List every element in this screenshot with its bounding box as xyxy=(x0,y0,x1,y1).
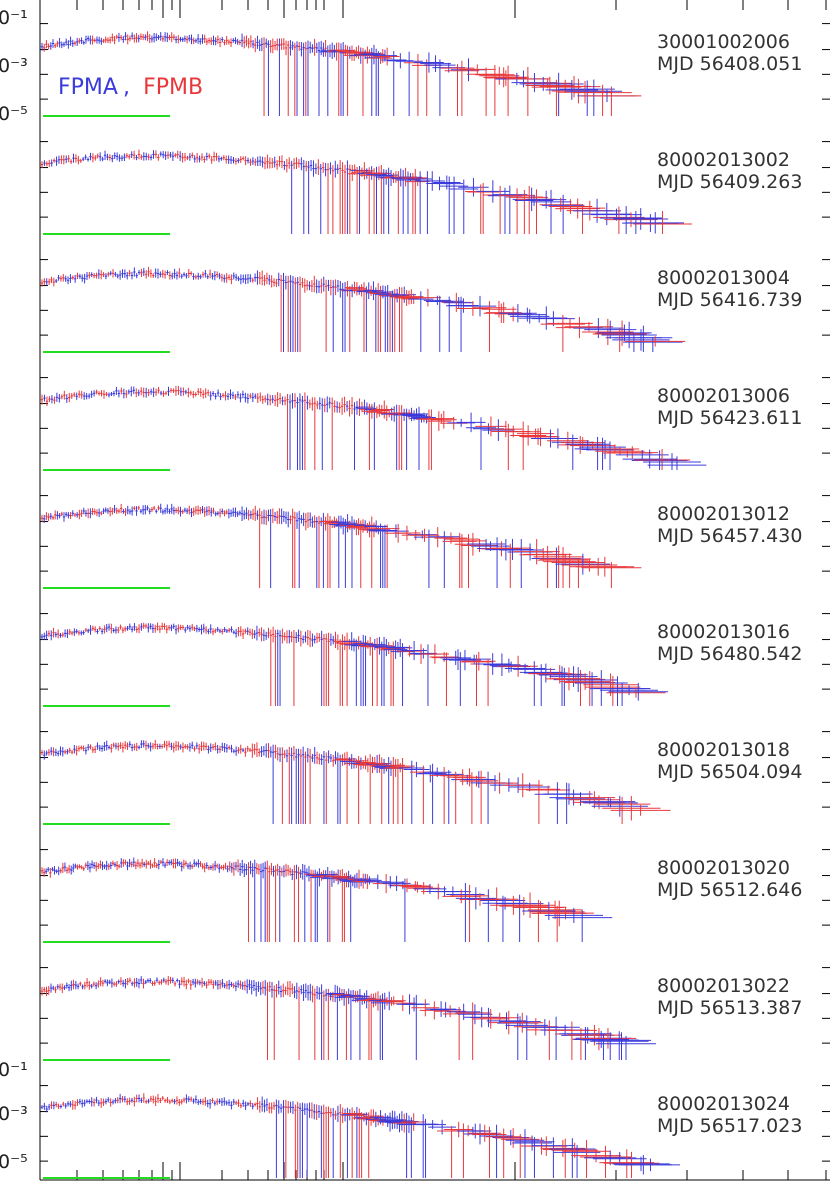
panel-obsid-label-3: 80002013004 xyxy=(657,267,790,289)
panel-8 xyxy=(40,857,613,942)
panel-1 xyxy=(40,31,642,116)
data-points-group xyxy=(40,31,707,1178)
panel-2 xyxy=(40,149,692,234)
panel-obsid-label-1: 30001002006 xyxy=(657,31,790,53)
panel-mjd-label-4: MJD 56423.611 xyxy=(657,407,802,429)
green-band-group xyxy=(43,115,170,1179)
panel-mjd-label-6: MJD 56480.542 xyxy=(657,643,802,665)
panel-mjd-label-2: MJD 56409.263 xyxy=(657,171,802,193)
panel-mjd-label-3: MJD 56416.739 xyxy=(657,289,802,311)
legend-entry-fpmb: FPMB xyxy=(143,75,203,100)
panel-mjd-label-9: MJD 56513.387 xyxy=(657,997,802,1019)
panel-6 xyxy=(40,622,669,706)
y-tick-label-top-1: 0⁻¹ xyxy=(0,7,28,29)
panel-10 xyxy=(40,1093,681,1178)
chart-frame xyxy=(39,0,830,1181)
panel-obsid-label-2: 80002013002 xyxy=(657,149,790,171)
panel-7 xyxy=(40,739,671,824)
panel-9 xyxy=(40,975,656,1060)
y-tick-label-top-2: 0⁻³ xyxy=(0,55,28,77)
panel-obsid-label-9: 80002013022 xyxy=(657,975,790,997)
panel-4 xyxy=(40,385,707,470)
panel-3 xyxy=(40,266,686,352)
legend-entry-fpma: FPMA xyxy=(58,75,118,100)
panel-obsid-label-10: 80002013024 xyxy=(657,1093,790,1115)
y-tick-label-top-3: 0⁻⁵ xyxy=(0,103,28,125)
legend: FPMA , FPMB xyxy=(58,75,203,100)
panel-mjd-label-10: MJD 56517.023 xyxy=(657,1115,802,1137)
panel-obsid-label-8: 80002013020 xyxy=(657,857,790,879)
panel-obsid-label-4: 80002013006 xyxy=(657,385,790,407)
panel-mjd-label-7: MJD 56504.094 xyxy=(657,761,802,783)
panel-obsid-label-7: 80002013018 xyxy=(657,739,790,761)
panel-mjd-label-5: MJD 56457.430 xyxy=(657,525,802,547)
panel-obsid-label-5: 80002013012 xyxy=(657,503,790,525)
panel-obsid-label-6: 80002013016 xyxy=(657,621,790,643)
panel-5 xyxy=(40,503,642,588)
panel-mjd-label-8: MJD 56512.646 xyxy=(657,879,802,901)
panel-mjd-label-1: MJD 56408.051 xyxy=(657,53,802,75)
y-tick-label-bottom-2: 0⁻³ xyxy=(0,1103,28,1125)
y-tick-label-bottom-3: 0⁻⁵ xyxy=(0,1151,28,1173)
y-tick-label-bottom-1: 0⁻¹ xyxy=(0,1059,28,1081)
legend-separator: , xyxy=(123,75,130,100)
